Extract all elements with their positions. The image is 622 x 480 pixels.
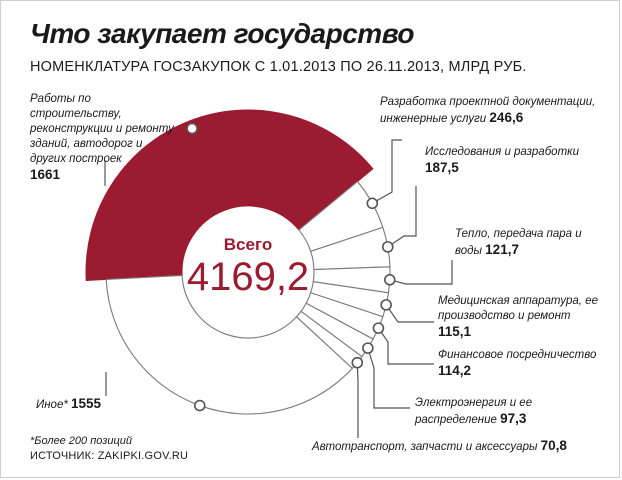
- slice-value: 97,3: [500, 411, 527, 426]
- slice-label-text: Исследования и разработки: [425, 146, 579, 158]
- slice-label-design: Разработка проектной документации, инжен…: [380, 95, 600, 127]
- slice-marker: [381, 241, 394, 253]
- slice-value: 246,6: [489, 110, 524, 125]
- leader-line: [371, 139, 402, 204]
- slice-label-electricity: Электроэнергия и ее распределение 97,3: [415, 396, 590, 428]
- slice-label-construction: Работы по строительству, реконструкции и…: [30, 92, 180, 184]
- slice-label-text: Иное*: [36, 399, 68, 411]
- slice-marker: [351, 356, 364, 369]
- leader-line: [387, 186, 417, 248]
- slice-label-text: Медицинская аппаратура, ее производство …: [438, 295, 598, 322]
- slice-label-text: Автотранспорт, запчасти и аксессуары: [312, 441, 538, 453]
- slice-label-text: Работы по строительству, реконструкции и…: [30, 93, 174, 165]
- slice-value: 115,1: [438, 324, 472, 339]
- center-total-value: 4169,2: [187, 255, 309, 299]
- slice-value: 70,8: [540, 438, 567, 453]
- donut-slice: [85, 109, 374, 282]
- slice-label-text: Разработка проектной документации, инжен…: [380, 96, 596, 125]
- footnote: *Более 200 позиций: [30, 435, 133, 447]
- slice-label-auto: Автотранспорт, запчасти и аксессуары 70,…: [312, 438, 617, 455]
- slice-value: 121,7: [485, 242, 519, 257]
- leader-line: [356, 362, 359, 438]
- slice-label-text: Электроэнергия и ее распределение: [415, 397, 533, 426]
- slice-label-research: Исследования и разработки 187,5: [425, 145, 595, 177]
- leader-line: [385, 304, 434, 323]
- slice-marker: [380, 299, 392, 311]
- slice-value: 1661: [30, 167, 61, 182]
- slice-label-text: Финансовое посредничество: [438, 349, 597, 361]
- chart-title: Что закупает государство: [30, 18, 415, 49]
- slice-value: 114,2: [438, 363, 472, 378]
- donut-slice: [105, 274, 354, 415]
- slice-label-heat: Тепло, передача пара и воды 121,7: [455, 227, 590, 259]
- slice-label-medical: Медицинская аппаратура, ее производство …: [438, 294, 608, 341]
- leader-line: [377, 327, 434, 365]
- slice-value: 187,5: [425, 160, 459, 175]
- leader-line: [389, 260, 453, 285]
- slice-marker: [186, 122, 198, 135]
- source-credit: ИСТОЧНИК: ZAKIPKI.GOV.RU: [30, 450, 189, 462]
- slice-marker: [193, 399, 206, 412]
- slice-marker: [372, 322, 385, 334]
- slice-label-finance: Финансовое посредничество 114,2: [438, 348, 613, 380]
- center-total-label: Всего: [224, 235, 272, 254]
- slice-marker: [362, 342, 374, 354]
- slice-marker: [366, 197, 379, 210]
- slice-marker: [383, 274, 396, 286]
- chart-subtitle: НОМЕНКЛАТУРА ГОСЗАКУПОК С 1.01.2013 ПО 2…: [30, 59, 527, 75]
- slice-value: 1555: [71, 396, 102, 411]
- slice-label-text: Тепло, передача пара и воды: [455, 228, 582, 257]
- leader-line: [367, 347, 410, 409]
- slice-label-other: Иное* 1555: [36, 396, 156, 413]
